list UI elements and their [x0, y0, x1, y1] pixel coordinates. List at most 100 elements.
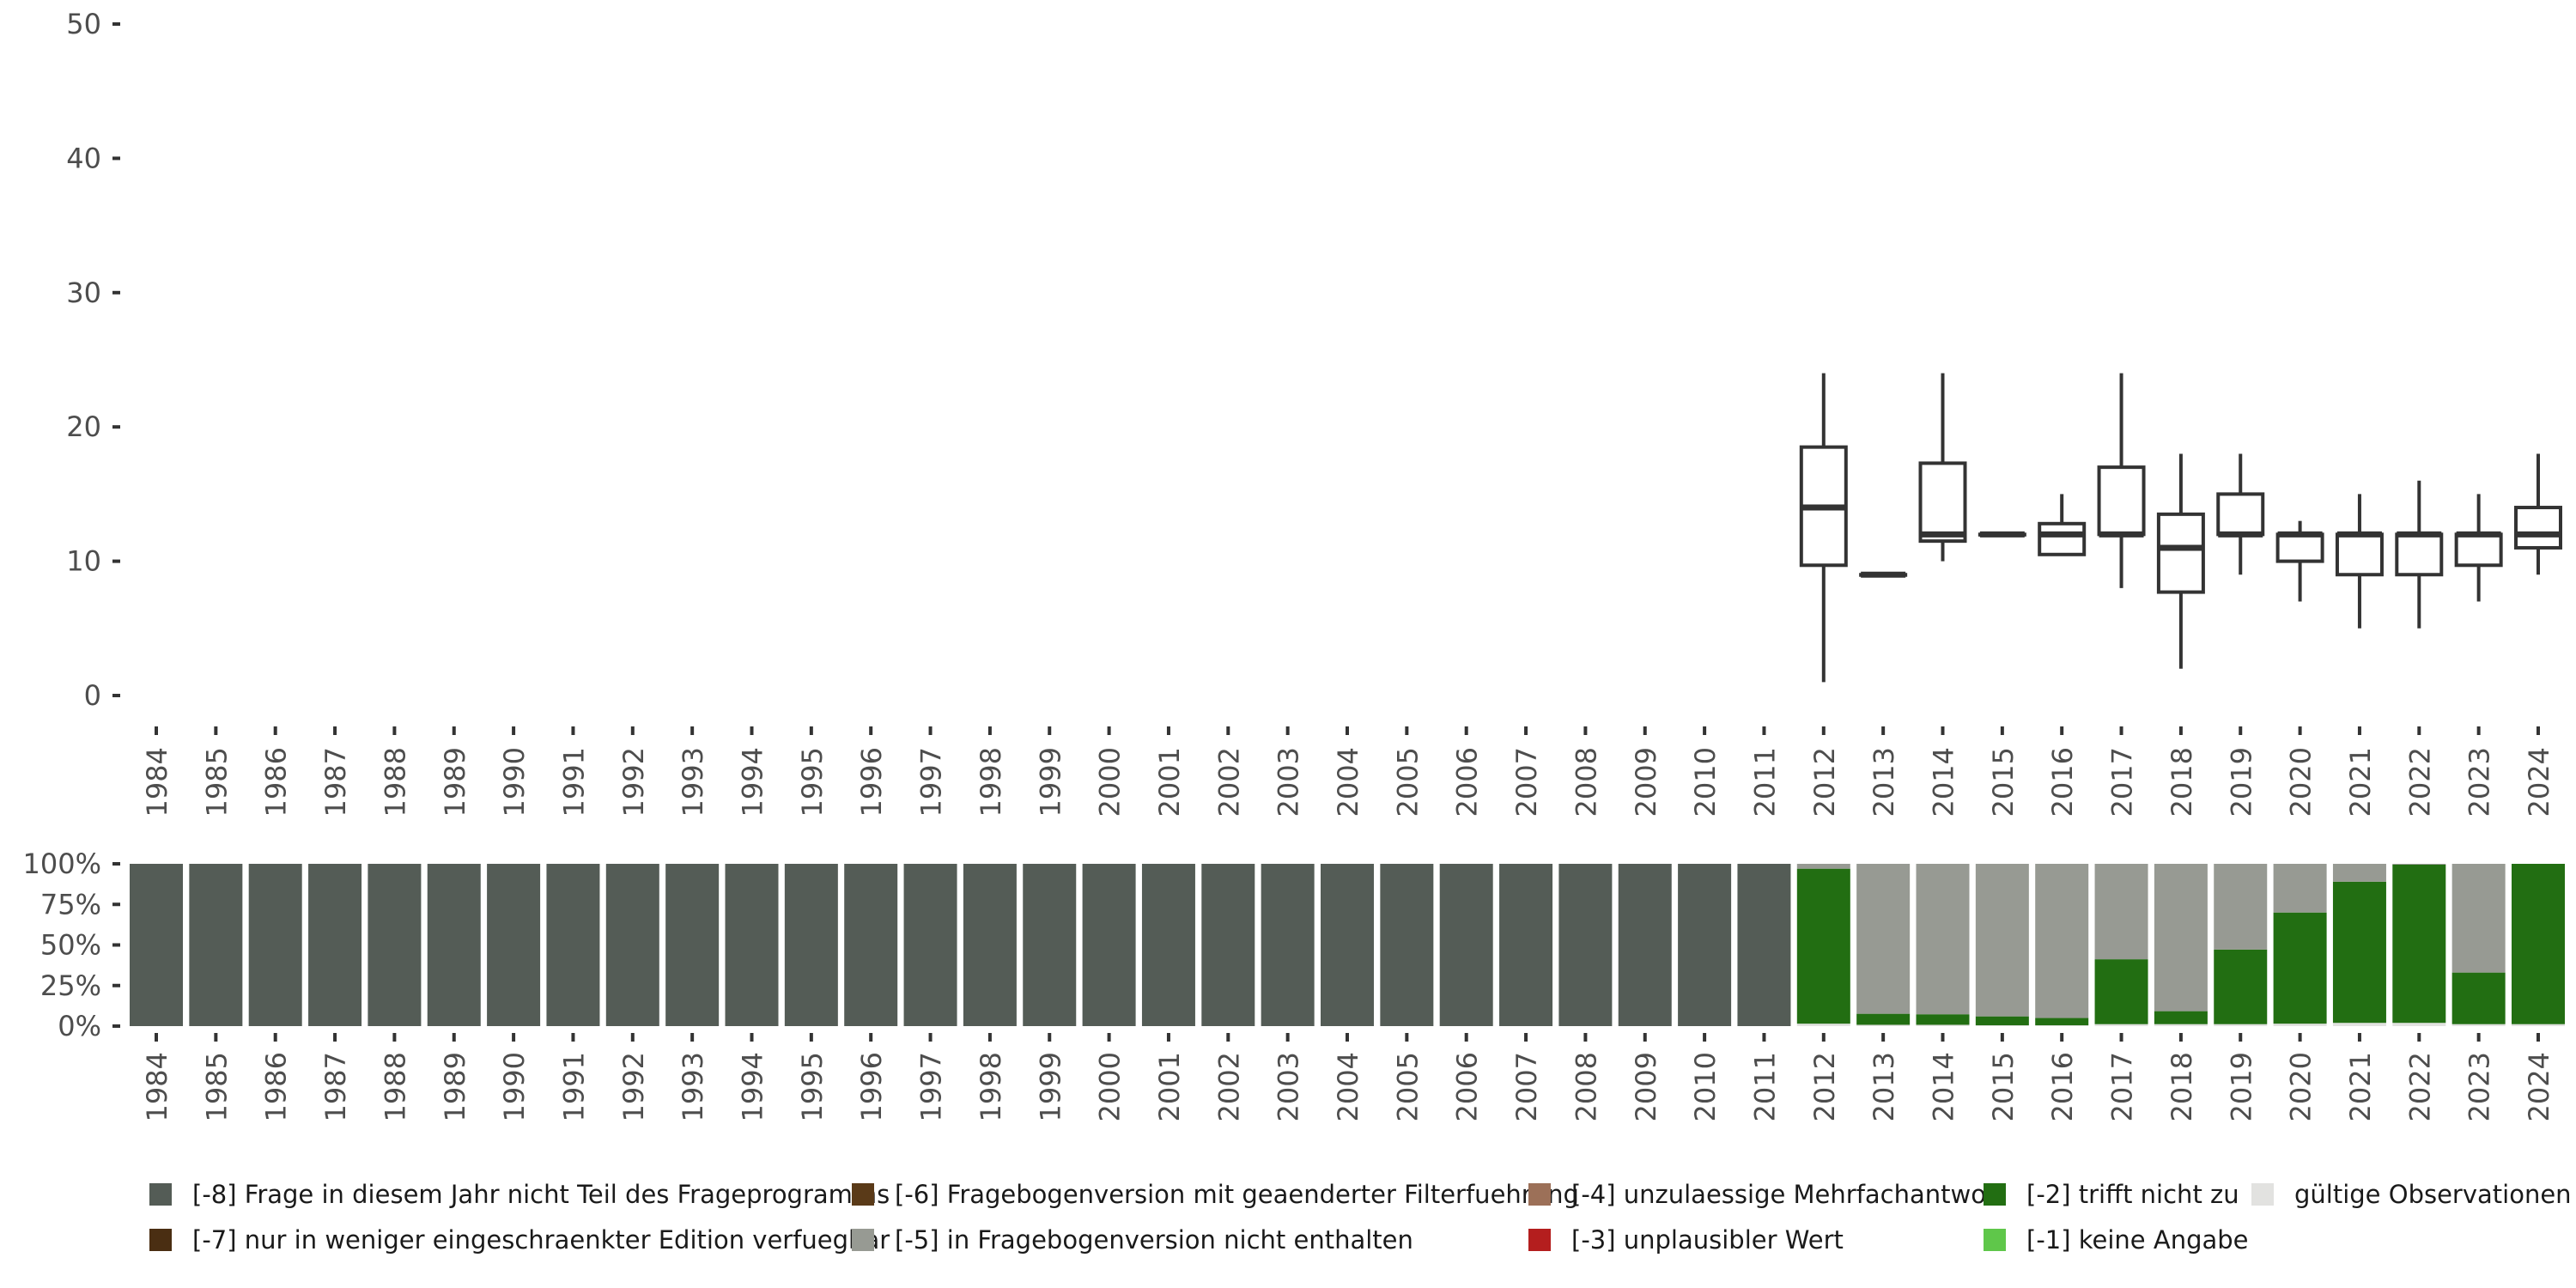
bar-segment	[2512, 1024, 2565, 1026]
bar-stack-2001	[1141, 864, 1195, 1026]
bar-segment	[2392, 1023, 2446, 1026]
legend-label: [-2] trifft nicht zu	[2026, 1180, 2239, 1209]
bar-stack-2019	[2214, 864, 2268, 1026]
bar-segment	[844, 864, 898, 1026]
legend-swatch	[149, 1229, 172, 1251]
x-tick-label: 1998	[975, 747, 1007, 817]
bar-segment	[1975, 864, 2029, 1017]
bar-segment	[1856, 1024, 1911, 1026]
bar-segment	[487, 864, 541, 1026]
box-2023	[2454, 494, 2503, 602]
bar-stack-2005	[1380, 864, 1434, 1026]
bar-stack-2012	[1796, 864, 1850, 1026]
x-tick-label: 2005	[1391, 747, 1424, 817]
bar-segment	[1499, 864, 1553, 1026]
bar-segment	[1082, 864, 1136, 1026]
bar-segment	[2451, 864, 2506, 973]
box-body	[2097, 465, 2146, 537]
x-tick-label: 2023	[2464, 1052, 2496, 1121]
bar-segment	[2512, 864, 2565, 1024]
x-tick-label: 2009	[1630, 747, 1662, 817]
legend-item: [-4] unzulaessige Mehrfachantwort	[1528, 1180, 2006, 1209]
bar-segment	[2332, 864, 2386, 882]
x-tick-label: 1990	[498, 1052, 531, 1121]
x-tick-label: 2003	[1273, 1052, 1305, 1121]
box-body	[2454, 532, 2503, 568]
bar-stack-1989	[427, 864, 481, 1026]
bar-stack-2000	[1082, 864, 1136, 1026]
bar-stack-1985	[189, 864, 243, 1026]
legend-item: [-7] nur in weniger eingeschraenkter Edi…	[149, 1225, 890, 1255]
legend-swatch	[1528, 1183, 1551, 1206]
legend-item: [-6] Fragebogenversion mit geaenderter F…	[852, 1180, 1579, 1209]
bar-segment	[2451, 972, 2506, 1024]
legend-item: [-2] trifft nicht zu	[1984, 1180, 2239, 1209]
x-tick-label: 1991	[557, 747, 590, 817]
bar-stack-1997	[903, 864, 957, 1026]
x-tick-label: 1996	[855, 747, 888, 817]
y-tick-label: 100%	[23, 848, 101, 880]
legend-swatch	[852, 1183, 874, 1206]
box-body	[2156, 512, 2205, 594]
bar-segment	[1023, 864, 1077, 1026]
bar-stack-2017	[2094, 864, 2148, 1026]
legend-label: [-4] unzulaessige Mehrfachantwort	[1571, 1180, 2006, 1209]
bar-segment	[1975, 1016, 2029, 1026]
bar-stack-2013	[1856, 864, 1911, 1026]
legend-swatch	[2251, 1183, 2274, 1206]
legend-swatch	[852, 1229, 874, 1251]
x-tick-label: 2013	[1868, 1052, 1900, 1121]
box-2021	[2335, 494, 2384, 629]
x-tick-label: 2010	[1689, 747, 1722, 817]
box-2018	[2156, 453, 2205, 669]
bar-segment	[1321, 864, 1374, 1026]
bar-stack-1994	[725, 864, 779, 1026]
bar-segment	[189, 864, 243, 1026]
bar-segment	[1141, 864, 1195, 1026]
stacked-bar-panel: 0% 25% 50% 75% 100% 1984 1985 1986 1987 1988 1989 1…	[23, 848, 2565, 1121]
x-tick-label: 2024	[2523, 1052, 2555, 1121]
x-tick-label: 2010	[1689, 1052, 1722, 1121]
bar-segment	[2035, 1025, 2089, 1026]
x-tick-label: 1997	[915, 1052, 948, 1121]
bar-segment	[1439, 864, 1493, 1026]
bar-segment	[2094, 864, 2148, 960]
x-tick-label: 2000	[1094, 747, 1127, 817]
x-tick-label: 2002	[1212, 747, 1245, 817]
legend-swatch	[1984, 1229, 2006, 1251]
bar-stack-1996	[844, 864, 898, 1026]
x-tick-label: 1987	[319, 1052, 352, 1121]
x-tick-label: 2002	[1212, 1052, 1245, 1121]
bar-segment	[2214, 864, 2268, 950]
legend-label: [-1] keine Angabe	[2026, 1225, 2249, 1255]
x-tick-label: 2011	[1748, 1052, 1781, 1121]
bar-stack-2009	[1618, 864, 1672, 1026]
legend-label: [-8] Frage in diesem Jahr nicht Teil des…	[192, 1180, 890, 1209]
bar-stack-2004	[1321, 864, 1374, 1026]
x-tick-label: 2016	[2046, 1052, 2079, 1121]
bar-segment	[2273, 864, 2327, 913]
x-tick-label: 2018	[2166, 1052, 2198, 1121]
x-tick-label: 2006	[1451, 747, 1484, 817]
box-2017	[2097, 373, 2146, 588]
bar-segment	[1678, 864, 1732, 1026]
bar-segment	[1380, 864, 1434, 1026]
x-tick-label: 1998	[975, 1052, 1007, 1121]
bar-segment	[1261, 864, 1315, 1026]
x-tick-label: 1988	[379, 1052, 411, 1121]
box-2020	[2275, 520, 2324, 602]
x-tick-label: 2022	[2403, 1052, 2436, 1121]
bar-stack-2016	[2035, 864, 2089, 1026]
bar-segment	[665, 864, 720, 1026]
bar-segment	[2332, 881, 2386, 1024]
y-tick-label: 20	[66, 410, 101, 443]
bar-segment	[1201, 864, 1255, 1026]
x-tick-label: 2023	[2464, 747, 2496, 817]
y-tick-label: 50%	[40, 929, 101, 962]
x-tick-label: 1996	[855, 1052, 888, 1121]
x-tick-label: 1991	[557, 1052, 590, 1121]
x-tick-label: 2019	[2225, 747, 2257, 817]
x-tick-label: 2012	[1808, 747, 1841, 817]
bar-stack-2022	[2392, 864, 2446, 1026]
